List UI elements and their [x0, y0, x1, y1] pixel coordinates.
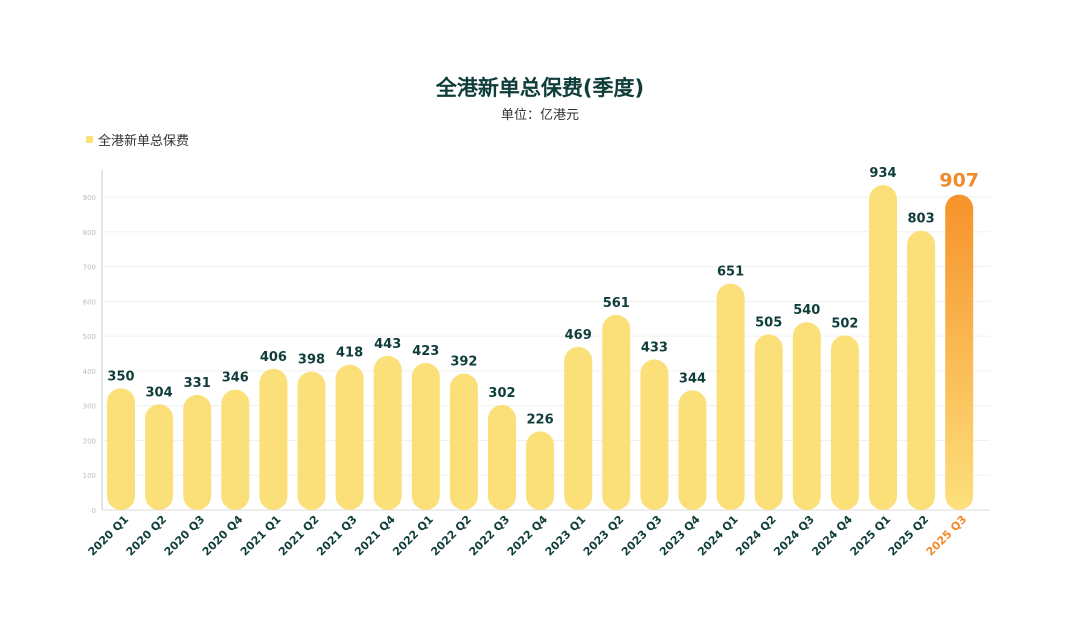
bar-2025-Q1 — [869, 185, 897, 511]
bar-2024-Q1 — [716, 283, 745, 510]
x-tick-label: 2024 Q1 — [695, 513, 741, 559]
data-label: 418 — [336, 346, 363, 361]
bar-2022-Q2 — [449, 373, 478, 510]
data-label: 350 — [107, 369, 134, 384]
data-label: 392 — [450, 355, 477, 370]
x-tick-label: 2021 Q1 — [238, 513, 284, 559]
data-label: 540 — [793, 303, 820, 318]
y-tick-label: 500 — [83, 333, 96, 341]
bar-2022-Q1 — [411, 362, 440, 510]
x-tick-label: 2020 Q4 — [200, 513, 246, 559]
x-tick-label: 2022 Q3 — [467, 513, 513, 559]
legend-label: 全港新单总保费 — [98, 134, 190, 149]
bar-2020-Q4 — [221, 389, 250, 510]
bar-2020-Q2 — [145, 404, 174, 510]
x-tick-label: 2024 Q4 — [809, 513, 855, 559]
x-tick-label: 2023 Q1 — [543, 513, 589, 559]
data-label: 398 — [298, 353, 325, 368]
y-tick-label: 0 — [92, 507, 96, 515]
data-label: 907 — [939, 170, 979, 192]
x-tick-label: 2023 Q3 — [619, 513, 665, 559]
x-tick-label: 2024 Q2 — [733, 513, 779, 559]
x-tick-label: 2025 Q1 — [848, 513, 894, 559]
x-tick-label: 2022 Q4 — [505, 513, 551, 559]
bar-2021-Q3 — [335, 364, 364, 510]
data-label: 505 — [755, 315, 782, 330]
x-tick-label: 2020 Q2 — [124, 513, 170, 559]
data-label: 443 — [374, 337, 401, 352]
data-label: 469 — [565, 328, 592, 343]
bar-2023-Q3 — [640, 359, 669, 510]
bar-2021-Q1 — [259, 368, 288, 510]
bar-2023-Q2 — [602, 314, 631, 510]
x-tick-label: 2023 Q4 — [657, 513, 703, 559]
legend: 全港新单总保费 — [86, 130, 189, 149]
data-label: 344 — [679, 371, 706, 386]
y-tick-label: 200 — [83, 437, 96, 445]
data-label: 226 — [527, 412, 554, 427]
y-tick-label: 600 — [83, 298, 96, 306]
x-tick-label: 2025 Q2 — [886, 513, 932, 559]
bar-2024-Q3 — [792, 322, 821, 510]
bar-2025-Q2 — [907, 230, 936, 511]
bar-2025-Q3 — [945, 194, 974, 510]
data-label: 331 — [184, 376, 211, 391]
x-tick-label: 2021 Q3 — [314, 513, 360, 559]
data-label: 302 — [488, 386, 515, 401]
x-tick-label: 2024 Q3 — [771, 513, 817, 559]
legend-swatch — [86, 136, 93, 143]
x-tick-label: 2020 Q3 — [162, 513, 208, 559]
y-tick-label: 100 — [83, 472, 96, 480]
bar-2022-Q4 — [526, 431, 555, 510]
x-tick-label: 2021 Q4 — [352, 513, 398, 559]
data-label: 433 — [641, 340, 668, 355]
y-tick-label: 300 — [83, 403, 96, 411]
bar-2024-Q2 — [754, 334, 783, 510]
data-label: 304 — [146, 385, 173, 400]
data-label: 423 — [412, 344, 439, 359]
x-tick-label: 2023 Q2 — [581, 513, 627, 559]
bar-2020-Q3 — [183, 394, 212, 510]
x-tick-label: 2022 Q1 — [390, 513, 436, 559]
bar-2022-Q3 — [488, 404, 516, 510]
y-tick-label: 400 — [83, 368, 96, 376]
y-tick-label: 700 — [83, 264, 96, 272]
bar-2021-Q4 — [373, 355, 402, 510]
bar-2024-Q4 — [830, 335, 859, 510]
data-label: 934 — [869, 166, 896, 181]
data-label: 406 — [260, 350, 287, 365]
x-tick-label: 2025 Q3 — [924, 513, 970, 559]
y-tick-label: 800 — [83, 229, 96, 237]
chart-title: 全港新单总保费(季度) — [435, 76, 645, 100]
bar-2023-Q1 — [564, 346, 593, 510]
x-tick-label: 2022 Q2 — [428, 513, 474, 559]
x-tick-label: 2021 Q2 — [276, 513, 322, 559]
data-label: 502 — [831, 316, 858, 331]
bar-2020-Q1 — [107, 388, 135, 510]
bar-2023-Q4 — [678, 390, 707, 510]
bar-2021-Q2 — [297, 371, 326, 510]
data-label: 561 — [603, 296, 630, 311]
data-label: 346 — [222, 371, 249, 386]
y-tick-label: 900 — [83, 194, 96, 202]
data-label: 803 — [908, 212, 935, 227]
data-label: 651 — [717, 265, 744, 280]
x-tick-label: 2020 Q1 — [86, 513, 132, 559]
chart-subtitle: 单位：亿港元 — [500, 108, 579, 123]
